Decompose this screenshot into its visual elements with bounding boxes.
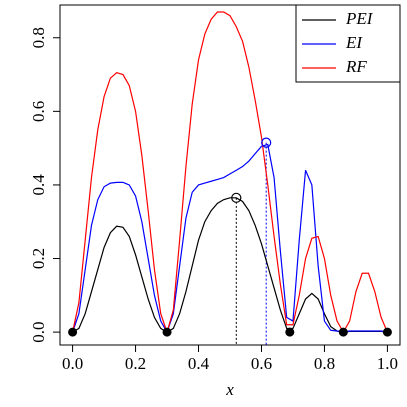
design-point — [285, 327, 295, 337]
design-point — [68, 327, 78, 337]
maximum-point — [261, 137, 272, 148]
x-tick-label: 1.0 — [377, 354, 398, 373]
plot-frame — [59, 4, 401, 346]
design-point — [162, 327, 172, 337]
legend-label: EI — [345, 33, 363, 52]
legend-label: RF — [345, 57, 367, 76]
design-point — [338, 327, 348, 337]
x-tick-label: 0.8 — [314, 354, 335, 373]
series-line — [72, 11, 388, 335]
x-tick-label: 0.6 — [251, 354, 272, 373]
y-tick-label: 0.6 — [29, 101, 48, 122]
legend-label: PEI — [345, 9, 374, 28]
series-line — [72, 143, 388, 334]
x-tick-label: 0.0 — [62, 354, 83, 373]
y-tick-label: 0.0 — [29, 321, 48, 342]
y-tick-label: 0.2 — [29, 248, 48, 269]
series-line — [72, 197, 388, 333]
y-tick-label: 0.8 — [29, 27, 48, 48]
x-tick-label: 0.2 — [125, 354, 146, 373]
design-point — [382, 327, 392, 337]
maximum-point — [231, 192, 242, 203]
x-tick-label: 0.4 — [188, 354, 210, 373]
x-axis-label: x — [225, 380, 234, 399]
y-tick-label: 0.4 — [29, 174, 48, 196]
